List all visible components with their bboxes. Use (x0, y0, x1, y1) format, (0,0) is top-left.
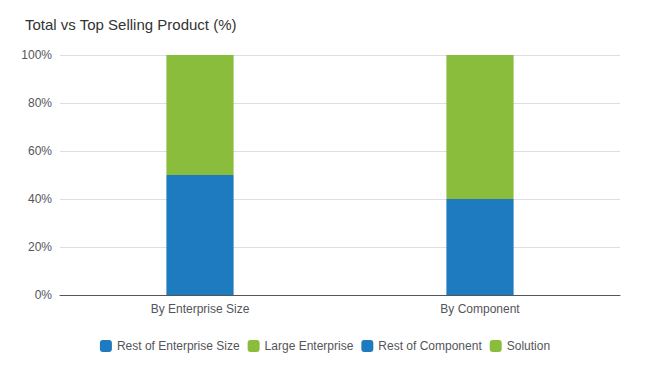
svg-text:100%: 100% (21, 48, 52, 62)
svg-text:0%: 0% (35, 288, 53, 302)
svg-text:Solution: Solution (507, 339, 550, 353)
svg-text:By Component: By Component (440, 302, 520, 316)
svg-text:Rest of Component: Rest of Component (378, 339, 482, 353)
svg-text:Total vs Top Selling Product (: Total vs Top Selling Product (%) (25, 16, 237, 33)
svg-text:80%: 80% (28, 96, 52, 110)
svg-text:By Enterprise Size: By Enterprise Size (151, 302, 250, 316)
svg-text:20%: 20% (28, 240, 52, 254)
svg-text:40%: 40% (28, 192, 52, 206)
svg-text:Rest of Enterprise Size: Rest of Enterprise Size (117, 339, 240, 353)
svg-text:60%: 60% (28, 144, 52, 158)
svg-text:Large Enterprise: Large Enterprise (265, 339, 354, 353)
